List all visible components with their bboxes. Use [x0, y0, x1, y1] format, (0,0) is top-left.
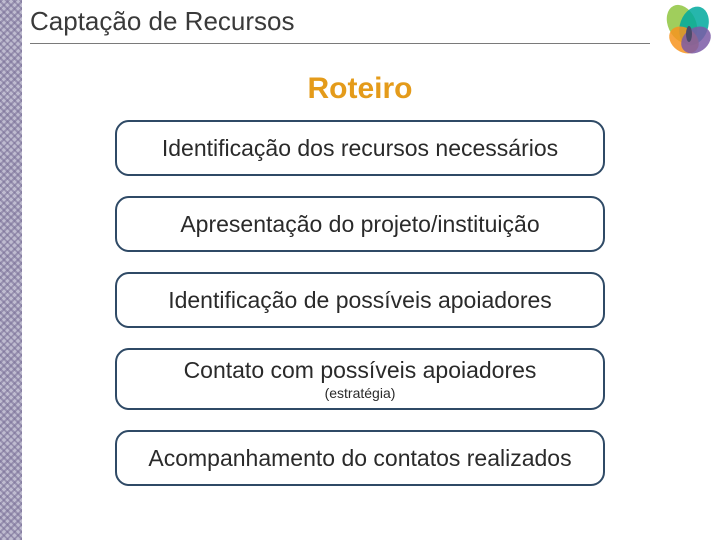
subtitle: Roteiro	[0, 72, 720, 106]
step-text: Acompanhamento do contatos realizados	[117, 445, 603, 471]
step-box: Apresentação do projeto/instituição	[115, 196, 605, 252]
step-text: Apresentação do projeto/instituição	[117, 211, 603, 237]
step-box: Contato com possíveis apoiadores (estraté…	[115, 348, 605, 410]
step-text: Contato com possíveis apoiadores	[117, 357, 603, 383]
steps-list: Identificação dos recursos necessários Ap…	[0, 120, 720, 486]
step-box: Identificação dos recursos necessários	[115, 120, 605, 176]
step-text: Identificação dos recursos necessários	[117, 135, 603, 161]
slide: Captação de Recursos Roteiro Identificaç…	[0, 0, 720, 540]
step-box: Acompanhamento do contatos realizados	[115, 430, 605, 486]
step-subtext: (estratégia)	[117, 385, 603, 401]
header-title: Captação de Recursos	[30, 6, 294, 36]
step-box: Identificação de possíveis apoiadores	[115, 272, 605, 328]
slide-header: Captação de Recursos	[30, 6, 650, 44]
butterfly-logo-icon	[660, 4, 716, 60]
step-text: Identificação de possíveis apoiadores	[117, 287, 603, 313]
